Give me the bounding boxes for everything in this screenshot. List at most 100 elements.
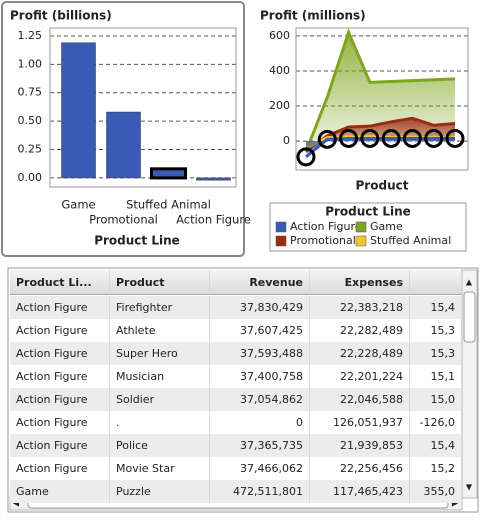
bar (150, 167, 187, 180)
legend-swatch (275, 235, 287, 247)
table-cell: 37,400,758 (210, 365, 310, 388)
x-axis-title: Product (356, 179, 409, 193)
bar (196, 177, 231, 181)
x-tick-label: Stuffed Animal (126, 198, 211, 212)
table-cell: -126,0 (410, 411, 462, 434)
table-cell: Puzzle (110, 480, 210, 503)
y-tick-label: 200 (269, 99, 290, 112)
table-cell: Action Figure (10, 365, 110, 388)
line (305, 136, 455, 159)
table-cell: 472,511,801 (210, 480, 310, 503)
column-header: Revenue (210, 270, 310, 295)
legend-label: Stuffed Animal (370, 234, 451, 247)
table-cell: 15,3 (410, 342, 462, 365)
table-cell: Action Figure (10, 342, 110, 365)
bar (106, 111, 141, 179)
line (304, 28, 456, 153)
legend-swatch (355, 235, 367, 247)
table-cell: Police (110, 434, 210, 457)
x-tick-label: Game (61, 198, 95, 212)
column-header: Product (110, 270, 210, 295)
table-cell: Athlete (110, 319, 210, 342)
table-cell: Action Figure (10, 457, 110, 480)
table-cell: Action Figure (10, 434, 110, 457)
legend-swatch (355, 221, 367, 233)
chart-title: Profit (billions) (10, 9, 112, 23)
table-cell: 0 (210, 411, 310, 434)
table-cell: Firefighter (110, 296, 210, 319)
y-tick-label: 0.00 (18, 171, 43, 184)
selection-marker (360, 128, 380, 148)
x-tick-label: Promotional (89, 213, 158, 227)
table-cell: Soldier (110, 388, 210, 411)
plot-frame (49, 27, 237, 188)
table-cell: 22,383,218 (310, 296, 410, 319)
area (306, 118, 455, 152)
table-cell: 22,201,224 (310, 365, 410, 388)
table-cell: . (110, 411, 210, 434)
column-header: Expenses (310, 270, 410, 295)
table-cell: 15,2 (410, 457, 462, 480)
column-header (410, 270, 462, 295)
table-cell: 15,0 (410, 388, 462, 411)
y-tick-label: 1.25 (18, 29, 43, 42)
table-cell: Action Figure (10, 411, 110, 434)
table-cell: 22,228,489 (310, 342, 410, 365)
y-tick-label: 400 (269, 64, 290, 77)
table-cell: 126,051,937 (310, 411, 410, 434)
table-cell: Action Figure (10, 296, 110, 319)
selection-marker (296, 147, 316, 167)
scroll-left[interactable]: ◀ (13, 499, 20, 508)
selection-marker (339, 128, 359, 148)
line (305, 116, 456, 153)
selection-marker (445, 128, 465, 148)
table-cell: 22,046,588 (310, 388, 410, 411)
table-cell: Musician (110, 365, 210, 388)
y-tick-label: 600 (269, 29, 290, 42)
table-cell: Game (10, 480, 110, 503)
table-cell: Super Hero (110, 342, 210, 365)
scroll-down[interactable]: ▼ (466, 483, 473, 492)
scroll-right[interactable]: ▶ (452, 499, 459, 508)
legend-label: Promotional (290, 234, 356, 247)
table-cell: 37,054,862 (210, 388, 310, 411)
table-cell: 21,939,853 (310, 434, 410, 457)
table-cell: 22,282,489 (310, 319, 410, 342)
table-cell: 15,1 (410, 365, 462, 388)
legend-title: Product Line (325, 205, 411, 219)
selection-marker (381, 128, 401, 148)
table-cell: Movie Star (110, 457, 210, 480)
table-cell: Action Figure (10, 388, 110, 411)
table-cell: 37,607,425 (210, 319, 310, 342)
table-cell: 37,466,062 (210, 457, 310, 480)
legend-label: Game (370, 220, 403, 233)
table-cell: 37,365,735 (210, 434, 310, 457)
y-tick-label: 0.25 (18, 143, 43, 156)
table-cell: 22,256,456 (310, 457, 410, 480)
scroll-up[interactable]: ▲ (466, 278, 473, 287)
table-cell: 37,830,429 (210, 296, 310, 319)
y-tick-label: 0.75 (18, 86, 43, 99)
table-cell: 355,0 (410, 480, 462, 503)
x-tick-label: Action Figure (176, 213, 251, 227)
y-tick-label: 0.50 (18, 114, 43, 127)
v-scroll-thumb[interactable] (463, 291, 476, 343)
table-cell: 15,4 (410, 434, 462, 457)
selection-marker (317, 129, 337, 149)
chart-title: Profit (millions) (260, 9, 366, 23)
bar (61, 42, 96, 179)
table-cell: 15,4 (410, 296, 462, 319)
selection-marker (402, 128, 422, 148)
table-cell: 37,593,488 (210, 342, 310, 365)
table-cell: 15,3 (410, 319, 462, 342)
selection-marker (424, 128, 444, 148)
table-cell: Action Figure (10, 319, 110, 342)
legend-label: Action Figure (290, 220, 362, 233)
y-tick-label: 1.00 (18, 57, 43, 70)
table-cell: 117,465,423 (310, 480, 410, 503)
legend-box (269, 202, 467, 252)
plot-frame (295, 27, 469, 171)
x-axis-title: Product Line (94, 234, 180, 248)
y-tick-label: 0 (283, 134, 290, 147)
